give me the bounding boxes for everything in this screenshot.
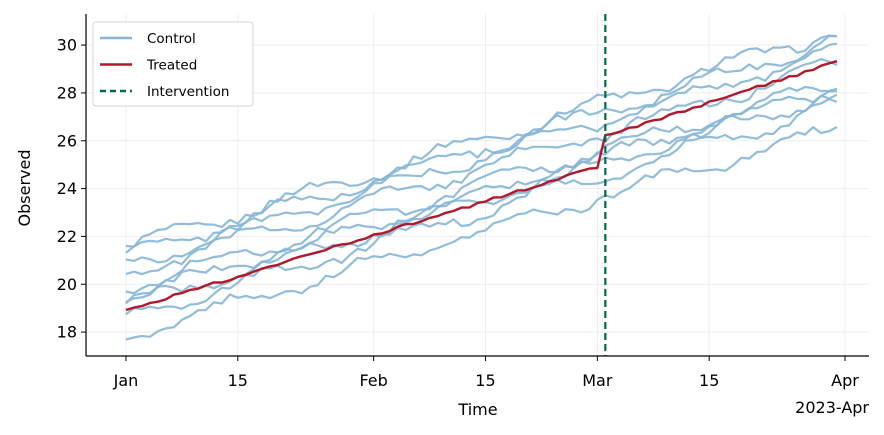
y-tick-label: 18 <box>57 323 77 342</box>
y-tick-label: 26 <box>57 131 77 150</box>
legend-label: Control <box>147 31 196 47</box>
x-tick-label: Jan <box>113 371 139 390</box>
control-series-line <box>125 93 838 304</box>
legend-label: Intervention <box>147 84 229 100</box>
treated-series-line <box>125 60 838 312</box>
control-series-line <box>125 97 838 316</box>
x-tick-label: 15 <box>475 371 495 390</box>
x-tick-label: 15 <box>228 371 248 390</box>
y-axis-label: Observed <box>15 150 34 227</box>
x-tick-label: Apr <box>831 371 859 390</box>
control-series-line <box>125 42 838 264</box>
y-tick-label: 20 <box>57 275 77 294</box>
control-series-line <box>125 126 838 341</box>
control-series-line <box>125 85 838 295</box>
x-tick-label: Feb <box>359 371 387 390</box>
y-tick-label: 22 <box>57 227 77 246</box>
x-tick-label: 15 <box>699 371 719 390</box>
control-series-line <box>125 90 838 305</box>
axes-layer: 18 20 22 24 26 28 30 Jan 15 Feb 15 Mar 15 Apr <box>57 14 869 390</box>
x-tick-label: Mar <box>582 371 613 390</box>
legend: Control Treated Intervention <box>92 21 254 107</box>
y-tick-label: 24 <box>57 179 77 198</box>
treated-series-layer <box>125 60 838 312</box>
x-axis-offset-label: 2023-Apr <box>795 398 869 417</box>
y-tick-label: 30 <box>57 36 77 55</box>
legend-box <box>92 21 254 107</box>
control-series-line <box>125 57 838 276</box>
x-axis-label: Time <box>457 400 497 419</box>
y-tick-label: 28 <box>57 83 77 102</box>
legend-label: Treated <box>146 58 197 74</box>
control-series-line <box>125 34 838 248</box>
